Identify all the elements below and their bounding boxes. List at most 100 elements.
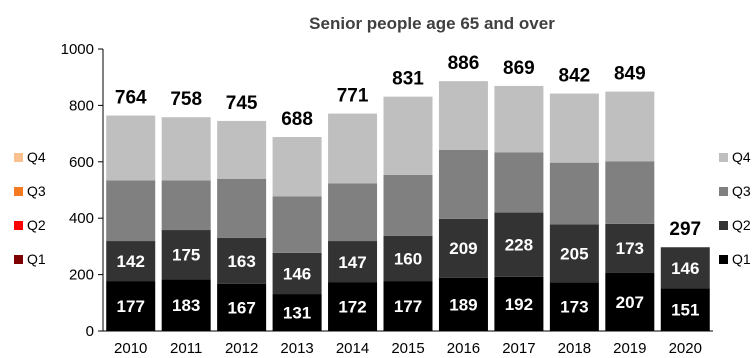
bars — [106, 81, 710, 331]
bar-segment-q4-2010 — [106, 115, 156, 181]
total-label-2010: 764 — [115, 88, 147, 109]
legend-left: Q4 Q3 Q2 Q1 — [14, 149, 46, 267]
legend-right: Q4 Q3 Q2 Q1 — [719, 149, 751, 267]
bar-segment-q3-2013 — [272, 196, 322, 253]
total-label-2012: 745 — [226, 93, 258, 114]
total-label-2018: 842 — [559, 66, 591, 87]
bar-segment-q1-2017 — [494, 276, 544, 331]
legend-label-q1: Q1 — [27, 251, 46, 267]
bar-segment-q3-2014 — [328, 183, 378, 242]
y-tick-label: 400 — [69, 210, 94, 227]
total-label-2015: 831 — [392, 69, 424, 90]
segment-label-q2-2012: 163 — [227, 252, 255, 271]
segment-label-q2-2020: 146 — [671, 259, 699, 278]
bar-segment-q1-2020 — [660, 288, 710, 331]
total-label-2016: 886 — [448, 53, 480, 74]
bar-segment-q1-2011 — [161, 279, 211, 331]
x-axis: 2010 2011 2012 2013 2014 2015 2016 2017 2018 2019… — [103, 330, 713, 357]
segment-label-q2-2015: 160 — [394, 250, 422, 269]
bar-segment-q3-2012 — [217, 178, 267, 238]
segment-label-q2-2010: 142 — [117, 252, 145, 271]
bar-segment-q2-2010 — [106, 241, 156, 282]
x-tick-label: 2015 — [391, 340, 424, 357]
legend-swatch-q2 — [14, 221, 23, 230]
bar-segment-q4-2014 — [328, 113, 378, 184]
bar-segment-q1-2014 — [328, 282, 378, 331]
total-label-2014: 771 — [337, 86, 369, 107]
segment-label-q1-2017: 192 — [505, 295, 533, 314]
bar-segment-q2-2017 — [494, 212, 544, 277]
legend-label-q3: Q3 — [732, 183, 751, 199]
bar-segment-q3-2018 — [549, 162, 599, 225]
bar-segment-q2-2012 — [217, 237, 267, 284]
y-tick-label: 1000 — [61, 41, 94, 58]
y-tick-label: 600 — [69, 154, 94, 171]
x-tick-label: 2014 — [336, 340, 369, 357]
bar-segment-q3-2011 — [161, 180, 211, 231]
total-label-2017: 869 — [503, 58, 535, 79]
bar-segment-q4-2019 — [605, 91, 655, 162]
bar-segment-q2-2013 — [272, 252, 322, 295]
bar-segment-q4-2015 — [383, 96, 433, 175]
segment-label-q2-2018: 205 — [560, 244, 588, 263]
bar-segment-q2-2019 — [605, 223, 655, 273]
segment-label-q1-2010: 177 — [117, 297, 145, 316]
bar-segment-q3-2010 — [106, 180, 156, 242]
segment-label-q1-2013: 131 — [283, 304, 311, 323]
total-label-2020: 297 — [669, 219, 701, 240]
bar-segment-q2-2020 — [660, 247, 710, 289]
data-labels: 177 142 764 183 175 758 167 163 745 131 146 688 172 1… — [115, 53, 701, 322]
x-tick-label: 2017 — [502, 340, 535, 357]
y-axis: 0 200 400 600 800 1000 — [61, 41, 104, 340]
x-tick-label: 2010 — [114, 340, 147, 357]
legend-label-q4: Q4 — [27, 149, 46, 165]
segment-label-q2-2011: 175 — [172, 246, 200, 265]
legend-swatch-q3 — [14, 187, 23, 196]
segment-label-q2-2017: 228 — [505, 236, 533, 255]
bar-segment-q1-2010 — [106, 281, 156, 331]
segment-label-q1-2014: 172 — [338, 298, 366, 317]
bar-segment-q2-2014 — [328, 241, 378, 283]
bar-segment-q4-2017 — [494, 85, 544, 153]
segment-label-q1-2012: 167 — [227, 298, 255, 317]
x-tick-label: 2013 — [280, 340, 313, 357]
bar-segment-q4-2016 — [438, 81, 488, 150]
y-tick-label: 200 — [69, 267, 94, 284]
bar-segment-q2-2011 — [161, 230, 211, 280]
bar-segment-q2-2016 — [438, 218, 488, 278]
x-tick-label: 2016 — [447, 340, 480, 357]
bar-segment-q2-2015 — [383, 235, 433, 282]
total-label-2019: 849 — [614, 64, 646, 85]
x-tick-label: 2012 — [225, 340, 258, 357]
segment-label-q1-2019: 207 — [616, 293, 644, 312]
x-tick-label: 2019 — [613, 340, 646, 357]
segment-label-q1-2020: 151 — [671, 301, 699, 320]
legend-label-q4: Q4 — [732, 149, 751, 165]
legend-swatch-q4 — [719, 153, 728, 162]
total-label-2011: 758 — [170, 89, 202, 110]
bar-segment-q1-2013 — [272, 294, 322, 331]
bar-segment-q4-2011 — [161, 117, 211, 181]
legend-swatch-q1 — [719, 255, 728, 264]
segment-label-q2-2014: 147 — [338, 253, 366, 272]
bar-segment-q4-2013 — [272, 136, 322, 197]
segment-label-q1-2015: 177 — [394, 297, 422, 316]
x-tick-label: 2011 — [170, 340, 202, 357]
bar-segment-q1-2018 — [549, 282, 599, 331]
legend-label-q2: Q2 — [27, 217, 46, 233]
bar-segment-q1-2015 — [383, 281, 433, 331]
chart-title: Senior people age 65 and over — [309, 14, 555, 33]
y-tick-label: 0 — [86, 323, 94, 340]
legend-swatch-q3 — [719, 187, 728, 196]
bar-segment-q3-2015 — [383, 174, 433, 236]
bar-segment-q4-2012 — [217, 120, 267, 179]
legend-swatch-q1 — [14, 255, 23, 264]
legend-label-q2: Q2 — [732, 217, 751, 233]
segment-label-q1-2018: 173 — [560, 298, 588, 317]
bar-segment-q2-2018 — [549, 224, 599, 283]
bar-segment-q3-2017 — [494, 152, 544, 213]
bar-segment-q3-2019 — [605, 161, 655, 224]
legend-label-q3: Q3 — [27, 183, 46, 199]
bar-segment-q1-2016 — [438, 277, 488, 331]
